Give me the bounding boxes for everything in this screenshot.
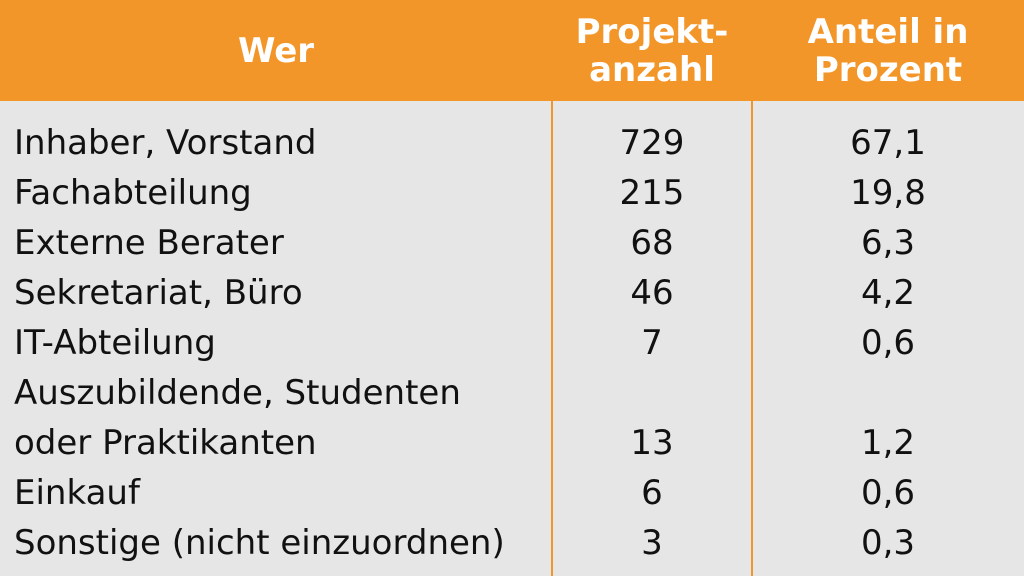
cell-wer: Einkauf [14, 473, 140, 513]
cell-wer: IT-Abteilung [14, 323, 216, 363]
cell-wer: Inhaber, Vorstand [14, 123, 317, 163]
table-row: Einkauf 6 0,6 [0, 468, 1024, 518]
cell-anteil: 0,6 [860, 473, 916, 513]
table-body: Inhaber, Vorstand 729 67,1 Fachabteilung… [0, 118, 1024, 568]
table-row: Inhaber, Vorstand 729 67,1 [0, 118, 1024, 168]
table-header: Wer Projekt- anzahl Anteil in Prozent [0, 0, 1024, 101]
table-row: Externe Berater 68 6,3 [0, 218, 1024, 268]
cell-anzahl: 215 [619, 173, 685, 213]
cell-anteil: 67,1 [850, 123, 926, 163]
cell-wer: Auszubildende, Studenten oder Praktikant… [14, 373, 461, 463]
header-anteil: Anteil in Prozent [807, 11, 969, 90]
cell-anteil: 0,6 [860, 323, 916, 363]
column-divider [751, 101, 753, 576]
column-divider [551, 101, 553, 576]
cell-anteil: 1,2 [860, 423, 916, 463]
header-projektanzahl: Projekt- anzahl [575, 11, 729, 90]
header-wer: Wer [237, 30, 315, 71]
cell-anzahl: 46 [630, 273, 674, 313]
table-row: Auszubildende, Studenten oder Praktikant… [0, 368, 1024, 468]
cell-anteil: 19,8 [850, 173, 926, 213]
cell-wer: Sekretariat, Büro [14, 273, 303, 313]
cell-anteil: 0,3 [860, 523, 916, 563]
cell-wer: Fachabteilung [14, 173, 252, 213]
cell-wer: Sonstige (nicht einzuordnen) [14, 523, 505, 563]
table-row: Fachabteilung 215 19,8 [0, 168, 1024, 218]
cell-wer: Externe Berater [14, 223, 284, 263]
table-row: Sonstige (nicht einzuordnen) 3 0,3 [0, 518, 1024, 568]
cell-anzahl: 13 [630, 423, 674, 463]
cell-anteil: 4,2 [860, 273, 916, 313]
table-row: IT-Abteilung 7 0,6 [0, 318, 1024, 368]
cell-anteil: 6,3 [860, 223, 916, 263]
cell-anzahl: 3 [641, 523, 663, 563]
table-row: Sekretariat, Büro 46 4,2 [0, 268, 1024, 318]
cell-anzahl: 68 [630, 223, 674, 263]
cell-anzahl: 729 [619, 123, 685, 163]
cell-anzahl: 7 [641, 323, 663, 363]
cell-anzahl: 6 [641, 473, 663, 513]
